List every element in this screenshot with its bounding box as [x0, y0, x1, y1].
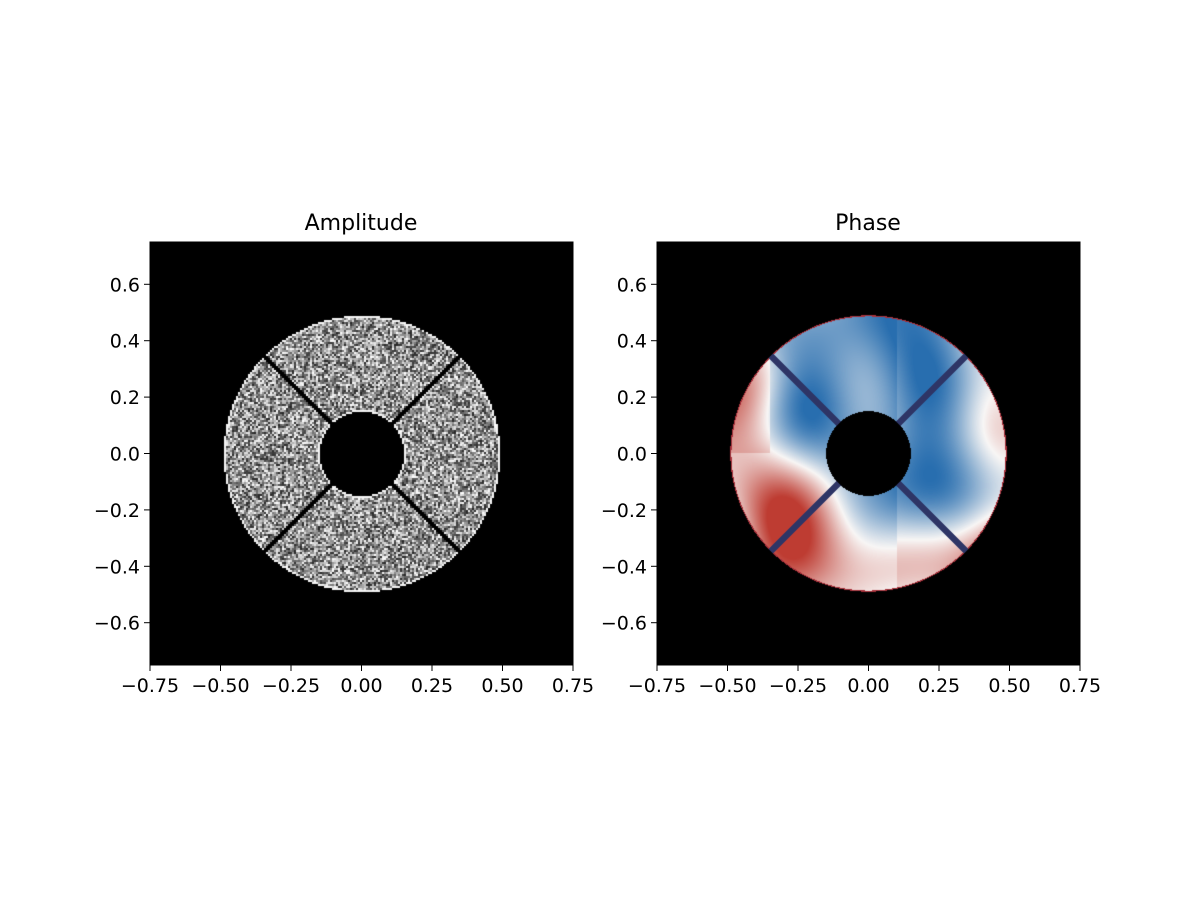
phase-x-tick-label: −0.75 [628, 675, 686, 697]
phase-x-ticks: −0.75 −0.50 −0.25 0.00 0.25 0.50 0.75 [628, 665, 1101, 697]
amplitude-x-tick-label: −0.25 [262, 675, 320, 697]
phase-x-tick-label: 0.25 [918, 675, 960, 697]
amplitude-y-tick-label: −0.2 [94, 500, 140, 522]
phase-x-tick-label: 0.00 [847, 675, 889, 697]
amplitude-image [150, 242, 573, 665]
amplitude-y-tick-label: −0.4 [94, 556, 140, 578]
phase-y-tick-label: −0.6 [601, 613, 647, 635]
phase-x-tick-label: −0.25 [769, 675, 827, 697]
amplitude-y-tick-label: 0.6 [110, 274, 140, 296]
phase-x-tick-label: 0.75 [1059, 675, 1101, 697]
amplitude-title: Amplitude [305, 211, 418, 236]
phase-y-tick-label: −0.4 [601, 556, 647, 578]
phase-image [657, 242, 1080, 665]
phase-y-ticks: 0.6 0.4 0.2 0.0 −0.2 −0.4 −0.6 [601, 274, 657, 635]
amplitude-y-tick-label: 0.0 [110, 444, 140, 466]
amplitude-x-tick-label: −0.75 [121, 675, 179, 697]
phase-y-tick-label: 0.4 [617, 331, 647, 353]
phase-y-tick-label: 0.2 [617, 387, 647, 409]
amplitude-y-tick-label: −0.6 [94, 613, 140, 635]
amplitude-x-tick-label: −0.50 [191, 675, 249, 697]
amplitude-x-ticks: −0.75 −0.50 −0.25 0.00 0.25 0.50 0.75 [121, 665, 594, 697]
phase-y-tick-label: −0.2 [601, 500, 647, 522]
phase-x-tick-label: −0.50 [698, 675, 756, 697]
phase-x-tick-label: 0.50 [988, 675, 1030, 697]
phase-y-tick-label: 0.6 [617, 274, 647, 296]
amplitude-x-tick-label: 0.25 [411, 675, 453, 697]
amplitude-y-ticks: 0.6 0.4 0.2 0.0 −0.2 −0.4 −0.6 [94, 274, 150, 635]
phase-panel: Phase −0.75 −0.50 −0.25 0.00 0.25 0.50 0.75 0.… [601, 211, 1101, 697]
amplitude-y-tick-label: 0.4 [110, 331, 140, 353]
phase-y-tick-label: 0.0 [617, 444, 647, 466]
amplitude-x-tick-label: 0.00 [340, 675, 382, 697]
amplitude-x-tick-label: 0.50 [481, 675, 523, 697]
phase-title: Phase [835, 211, 901, 236]
amplitude-panel: Amplitude −0.75 −0.50 −0.25 0.00 0.25 0.50 0.7… [94, 211, 594, 697]
amplitude-y-tick-label: 0.2 [110, 387, 140, 409]
amplitude-x-tick-label: 0.75 [552, 675, 594, 697]
